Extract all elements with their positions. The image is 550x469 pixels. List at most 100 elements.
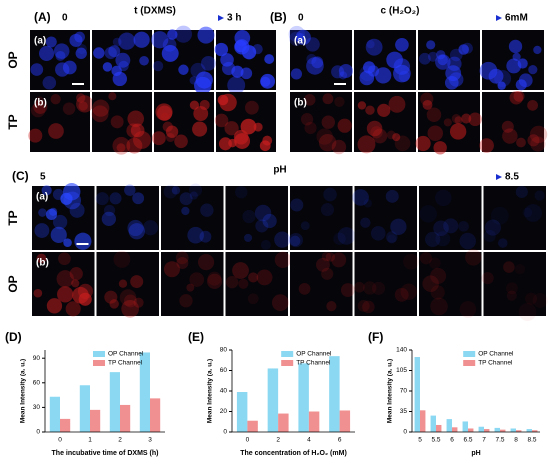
cell — [458, 44, 469, 55]
x-tick-label: 6 — [450, 437, 454, 444]
y-axis-label: Mean Intensity (a. u.) — [207, 359, 214, 423]
cell — [498, 238, 508, 248]
cell — [370, 226, 386, 241]
cell — [508, 39, 523, 54]
axes — [44, 350, 165, 433]
cell — [372, 128, 388, 144]
cell — [527, 99, 538, 111]
cell — [197, 254, 215, 271]
micrograph — [225, 186, 288, 250]
micrograph — [419, 186, 482, 250]
cell — [127, 219, 144, 237]
panel-label: (D) — [5, 330, 22, 344]
bar — [267, 368, 279, 432]
cell — [130, 123, 145, 138]
sub-label: (b) — [34, 98, 47, 109]
cell — [264, 54, 275, 65]
cell — [449, 123, 467, 140]
cell — [300, 113, 314, 126]
cell — [512, 52, 521, 61]
cell — [179, 294, 193, 308]
cell — [189, 272, 205, 287]
cell — [178, 64, 189, 75]
cell — [288, 25, 305, 43]
row-label: OP — [6, 275, 20, 292]
cell — [133, 297, 144, 308]
cell — [75, 47, 87, 60]
cell — [490, 206, 509, 225]
cell — [167, 29, 178, 40]
cell — [533, 45, 542, 55]
cell — [435, 189, 452, 207]
legend-swatch — [93, 360, 105, 366]
cell — [38, 208, 47, 217]
cell — [45, 208, 57, 220]
cell — [238, 278, 249, 289]
micrograph — [290, 186, 353, 250]
cell — [422, 275, 439, 292]
cell — [165, 125, 179, 138]
bar — [139, 352, 150, 432]
cell — [243, 233, 253, 242]
bar — [329, 356, 340, 432]
cell — [429, 257, 441, 269]
cell — [139, 55, 149, 66]
cell — [214, 42, 229, 57]
bar — [484, 429, 490, 432]
cell — [57, 286, 74, 303]
cell — [218, 137, 232, 151]
cell — [304, 121, 317, 135]
variable: t (DXMS) — [134, 6, 176, 17]
bar — [500, 429, 506, 432]
y-tick-label: 60 — [220, 367, 228, 374]
cell — [387, 234, 397, 244]
cell — [331, 139, 347, 155]
cell — [316, 128, 333, 145]
cell — [234, 30, 251, 46]
cell — [232, 262, 249, 279]
cell — [102, 62, 113, 72]
cell — [528, 64, 538, 75]
x-axis-label: The concentration of H₂O₂ (mM) — [240, 450, 347, 457]
cell — [104, 290, 118, 304]
cell — [454, 116, 463, 125]
cell — [386, 51, 403, 69]
sub-label: (a) — [36, 192, 48, 203]
cell — [366, 120, 383, 137]
cell — [370, 126, 383, 139]
cell — [207, 271, 222, 286]
bar — [247, 420, 258, 432]
bar — [49, 396, 60, 432]
legend-label: OP Channel — [478, 351, 514, 358]
x-tick-label: 2 — [118, 437, 122, 444]
micrograph — [483, 186, 546, 250]
cell — [101, 211, 117, 227]
arrow-head — [496, 15, 502, 21]
cell — [76, 93, 86, 103]
cell — [419, 205, 437, 223]
cell — [338, 71, 348, 80]
sub-label: (a) — [34, 36, 46, 47]
cell — [430, 285, 445, 300]
cell — [163, 184, 178, 199]
micrograph — [96, 252, 159, 316]
micrograph — [290, 252, 353, 316]
arrow-end: 6mM — [505, 13, 528, 24]
bar — [414, 357, 420, 432]
row-label: TP — [6, 210, 20, 225]
axes — [231, 350, 355, 433]
cell — [483, 229, 496, 243]
micrograph — [354, 252, 417, 316]
cell — [260, 239, 271, 250]
cell — [227, 76, 246, 95]
cell — [244, 100, 259, 115]
cell — [337, 118, 352, 133]
cell — [392, 133, 401, 142]
micrograph — [161, 186, 224, 250]
bar — [109, 372, 120, 432]
cell — [118, 32, 136, 50]
cell — [503, 261, 515, 273]
cell — [433, 220, 449, 237]
cell — [506, 290, 517, 301]
